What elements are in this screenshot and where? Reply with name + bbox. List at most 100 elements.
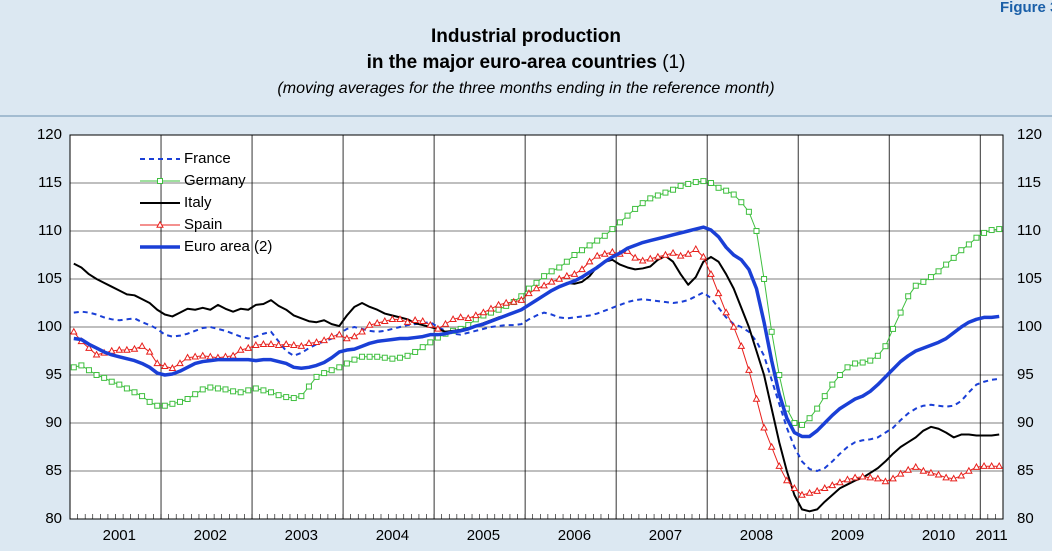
marker: [381, 354, 388, 361]
marker: [669, 248, 677, 256]
marker: [145, 347, 154, 355]
marker: [313, 373, 320, 380]
marker: [973, 234, 980, 241]
chart-title: Industrial production: [431, 26, 621, 47]
y2-tick-label: 80: [1017, 510, 1034, 527]
marker: [509, 297, 518, 305]
marker: [890, 325, 897, 332]
marker: [351, 356, 358, 363]
marker: [965, 241, 972, 248]
marker: [881, 477, 890, 485]
y2-tick-label: 110: [1017, 222, 1041, 239]
marker: [320, 336, 328, 344]
marker: [532, 284, 541, 292]
marker: [776, 372, 783, 378]
marker: [692, 179, 699, 186]
marker: [259, 340, 268, 347]
y2-tick-label: 90: [1017, 414, 1034, 431]
marker: [184, 396, 191, 402]
marker: [761, 276, 768, 282]
marker: [525, 289, 533, 297]
marker: [608, 247, 617, 255]
marker: [282, 340, 291, 347]
legend-label: Spain: [184, 216, 222, 233]
marker: [585, 257, 594, 265]
marker: [609, 226, 616, 233]
marker: [699, 252, 708, 260]
marker: [312, 338, 321, 346]
y-tick-label: 95: [45, 366, 62, 383]
marker: [328, 367, 335, 374]
marker: [935, 268, 942, 275]
marker: [396, 354, 403, 361]
legend-label: Germany: [184, 172, 246, 189]
marker: [647, 195, 654, 202]
x-tick-label: 2004: [376, 527, 409, 544]
marker: [753, 228, 760, 234]
marker: [836, 372, 843, 378]
x-tick-label: 2007: [649, 527, 682, 544]
marker: [93, 372, 100, 378]
marker: [427, 339, 434, 346]
marker: [662, 189, 669, 196]
marker: [624, 212, 631, 219]
marker: [806, 415, 813, 422]
marker: [570, 269, 579, 277]
marker: [920, 278, 927, 285]
marker: [290, 395, 297, 402]
marker: [456, 313, 465, 321]
marker: [380, 317, 389, 324]
marker: [775, 461, 784, 469]
marker: [251, 341, 260, 348]
marker: [244, 343, 253, 351]
marker: [767, 442, 776, 450]
marker: [495, 306, 502, 313]
marker: [820, 484, 829, 491]
marker: [965, 466, 973, 474]
marker: [321, 370, 328, 377]
x-tick-label: 2001: [103, 527, 136, 544]
marker: [616, 219, 623, 226]
marker: [843, 475, 852, 483]
marker: [548, 268, 555, 275]
marker: [723, 187, 730, 194]
marker: [252, 385, 259, 392]
marker: [199, 386, 206, 393]
marker: [275, 392, 282, 399]
marker: [434, 324, 442, 332]
marker: [631, 253, 639, 261]
marker: [396, 315, 404, 323]
marker: [350, 332, 359, 340]
chart-title: in the major euro-area countries (1): [367, 52, 686, 73]
marker: [479, 308, 488, 316]
marker: [859, 359, 866, 366]
y2-tick-label: 105: [1017, 270, 1042, 287]
marker: [411, 316, 419, 323]
y-tick-label: 80: [45, 510, 62, 527]
marker: [858, 472, 867, 480]
marker: [882, 343, 889, 350]
marker: [934, 470, 943, 478]
marker: [373, 318, 382, 326]
marker: [972, 462, 981, 470]
figure-label: Figure 3: [1000, 0, 1052, 16]
marker: [768, 328, 775, 335]
marker: [222, 386, 229, 393]
marker: [305, 383, 312, 390]
marker: [471, 311, 480, 319]
marker: [981, 229, 988, 236]
marker: [942, 473, 950, 481]
marker: [404, 352, 411, 359]
marker: [283, 394, 290, 401]
marker: [889, 474, 897, 482]
marker: [138, 341, 146, 349]
marker: [168, 364, 177, 371]
marker: [115, 345, 124, 353]
y-tick-label: 85: [45, 462, 62, 479]
marker: [707, 269, 715, 277]
x-tick-label: 2002: [194, 527, 227, 544]
marker: [563, 258, 570, 265]
marker: [268, 389, 275, 396]
legend-label: France: [184, 150, 231, 167]
marker: [146, 398, 153, 405]
